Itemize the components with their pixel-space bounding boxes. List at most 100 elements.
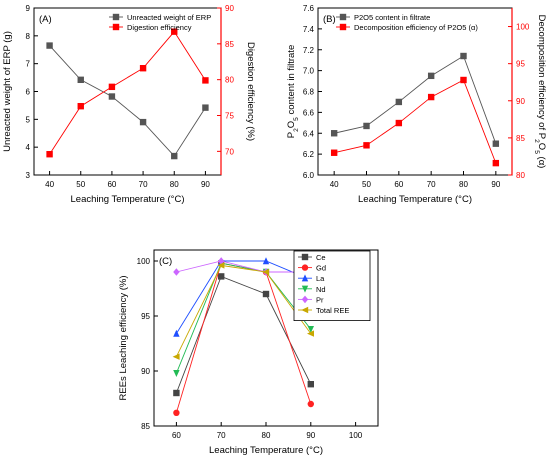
panel-a-x-tick-label: 50	[76, 180, 85, 189]
panel-c-series-line-4	[176, 260, 311, 273]
panel-b-series-line-1	[334, 79, 497, 164]
panel-b-series-line-0	[334, 55, 497, 144]
panel-a-legend-marker	[112, 13, 120, 21]
panel-a-y-axis-label: Unreacted weight of ERP (g)	[2, 31, 13, 152]
panel-a-data-point	[108, 93, 116, 100]
panel-a-right-y-axis-label: Digestion efficiency (%)	[245, 42, 256, 141]
panel-a-data-point	[171, 28, 178, 35]
panel-a-x-tick-label: 40	[45, 180, 54, 189]
panel-a-y-tick-label: 3	[26, 171, 31, 180]
panel-a-data-point	[46, 151, 53, 158]
panel-c-y-tick-label: 90	[141, 367, 150, 376]
panel-b-right-y-tick-label: 100	[516, 23, 530, 32]
panel-a-data-point	[202, 77, 209, 84]
panel-b-y-tick-label: 7.6	[303, 4, 315, 13]
panel-c-data-point	[262, 290, 270, 298]
panel-c-legend-label: Total REE	[316, 306, 349, 315]
panel-c-data-point	[173, 370, 180, 377]
panel-b-y-tick-label: 6.8	[303, 88, 315, 97]
panel-c-series-line-2	[176, 260, 311, 334]
panel-b-y-tick-label: 6.6	[303, 108, 315, 117]
panel-a-legend-marker	[112, 23, 120, 31]
panel-a-data-point	[171, 152, 178, 160]
panel-b-x-tick-label: 80	[459, 180, 468, 189]
panel-c-series-line-5	[175, 264, 312, 357]
panel-b-right-y-tick-label: 80	[516, 171, 525, 180]
panel-c-data-point	[173, 409, 180, 416]
panel-b-data-point	[460, 76, 467, 84]
panel-b-right-y-tick-label: 95	[516, 60, 525, 69]
panel-b-data-point	[460, 52, 467, 60]
panel-b-y-tick-label: 6.2	[303, 150, 315, 159]
panel-c-y-tick-label: 95	[141, 312, 150, 321]
panel-a-right-y-tick-label: 80	[225, 76, 234, 85]
panel-b-data-point	[330, 149, 338, 156]
panel-b-y-tick-label: 7.4	[303, 25, 315, 34]
panel-b-data-point	[395, 98, 403, 106]
panel-c-data-point	[307, 400, 314, 408]
panel-c-data-point	[262, 268, 270, 276]
panel-b-x-tick-label: 40	[330, 180, 339, 189]
panel-b-x-axis-label: Leaching Temperature (°C)	[358, 194, 472, 205]
panel-c-x-tick-label: 60	[172, 431, 181, 440]
panel-a-x-tick-label: 70	[139, 180, 148, 189]
panel-c-data-point	[218, 257, 225, 265]
panel-a-data-point	[139, 118, 147, 126]
panel-a-y-tick-label: 7	[26, 60, 31, 69]
panel-b-data-point	[395, 119, 403, 127]
panel-b-y-tick-label: 6.0	[303, 171, 315, 180]
panel-a-plot-frame	[33, 7, 222, 176]
panel-a-data-point	[202, 104, 209, 111]
panel-a-data-point	[108, 83, 116, 91]
panel-c-x-tick-label: 90	[306, 431, 315, 440]
panel-a-legend-label: Unreacted weight of ERP	[127, 13, 211, 22]
panel-b-panel-label: (B)	[323, 14, 336, 25]
panel-b-data-point	[427, 72, 435, 80]
panel-c-data-point	[217, 262, 225, 269]
panel-a-panel-label: (A)	[39, 14, 52, 25]
panel-a-x-tick-label: 60	[107, 180, 116, 189]
panel-a-right-y-tick-label: 70	[225, 147, 234, 156]
panel-c-data-point	[173, 268, 180, 276]
panel-b-chart: 40 50 60 70 80 90 Leaching Temperature (°C) 6.0…	[286, 4, 547, 205]
panel-a-right-y-tick-label: 85	[225, 40, 234, 49]
panel-a-series-line-0	[49, 45, 206, 157]
panel-a-right-y-tick-label: 75	[225, 112, 234, 121]
panel-b-y-axis-label: P2O5 content in filtrate	[286, 45, 300, 139]
panel-a-x-tick-label: 80	[170, 180, 179, 189]
panel-b-legend-label: Decomposition efficiency of P2O5 (α)	[354, 23, 478, 32]
panel-a-x-axis-label: Leaching Temperature (°C)	[71, 194, 185, 205]
panel-c-legend-label: Pr	[316, 295, 324, 304]
panel-b-data-point	[330, 130, 338, 137]
panel-b-y-tick-label: 7.2	[303, 46, 315, 55]
panel-c-data-point	[307, 381, 314, 388]
panel-c-legend-label: Ce	[316, 253, 326, 262]
panel-a-y-tick-label: 4	[26, 143, 31, 152]
panel-b-legend-label: P2O5 content in filtrate	[354, 13, 430, 22]
panel-b-y-tick-label: 7.0	[303, 67, 315, 76]
panel-c-data-point	[307, 330, 314, 337]
panel-a-x-tick-label: 90	[201, 180, 210, 189]
panel-b-right-y-axis-label: Decomposition efficiency of P2O5 (α)	[534, 15, 548, 169]
panel-c-data-point	[262, 257, 270, 265]
panel-a-chart: 40 50 60 70 80 90 Leaching Temperature (°C) 3 4 5…	[2, 4, 256, 205]
panel-c-x-tick-label: 80	[262, 431, 271, 440]
panel-c-data-point	[218, 273, 225, 280]
panel-c-legend-marker	[301, 306, 309, 314]
panel-a-data-point	[77, 102, 84, 110]
panel-b-data-point	[427, 93, 435, 101]
panel-b-x-tick-label: 70	[427, 180, 436, 189]
panel-c-data-point	[307, 326, 314, 333]
panel-c-legend-label: La	[316, 274, 325, 283]
panel-b-data-point	[363, 122, 370, 130]
panel-b-right-y-tick-label: 85	[516, 134, 525, 143]
panel-b-data-point	[363, 142, 370, 149]
panel-c-x-tick-label: 100	[349, 431, 363, 440]
panel-b-y-tick-label: 6.4	[303, 129, 315, 138]
panel-b-right-y-tick-label: 90	[516, 97, 525, 106]
panel-c-data-point	[172, 353, 180, 360]
